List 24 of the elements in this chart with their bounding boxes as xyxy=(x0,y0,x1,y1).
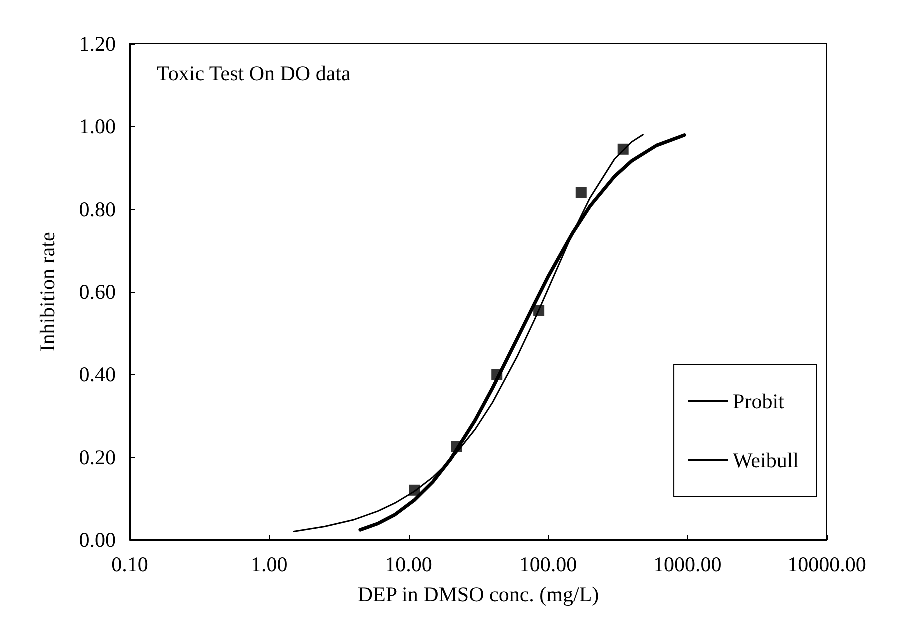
y-tick-label: 1.00 xyxy=(79,114,116,139)
x-tick-label: 10.00 xyxy=(385,552,432,576)
point xyxy=(576,187,587,198)
x-tick-label: 10000.00 xyxy=(788,552,866,576)
point xyxy=(492,369,503,380)
y-tick-label: 1.20 xyxy=(79,32,116,56)
point xyxy=(618,144,629,155)
y-tick-label: 0.60 xyxy=(79,280,116,304)
x-tick-label: 1.00 xyxy=(251,552,288,576)
x-axis-title: DEP in DMSO conc. (mg/L) xyxy=(358,582,600,606)
x-tick-label: 100.00 xyxy=(519,552,578,576)
y-tick-label: 0.20 xyxy=(79,445,116,470)
y-tick-label: 0.80 xyxy=(79,197,116,222)
point xyxy=(451,442,462,452)
legend-label: Probit xyxy=(733,390,785,414)
x-tick-label: 1000.00 xyxy=(653,552,722,576)
text: Toxic Test On DO data xyxy=(157,62,352,86)
y-axis-title: Inhibition rate xyxy=(36,232,60,352)
x-tick-label: 0.10 xyxy=(112,552,148,576)
point xyxy=(534,305,545,316)
point xyxy=(409,484,420,496)
y-tick-label: 0.40 xyxy=(79,362,116,387)
legend-label: Weibull xyxy=(733,448,800,472)
y-tick-label: 0.00 xyxy=(79,528,116,552)
